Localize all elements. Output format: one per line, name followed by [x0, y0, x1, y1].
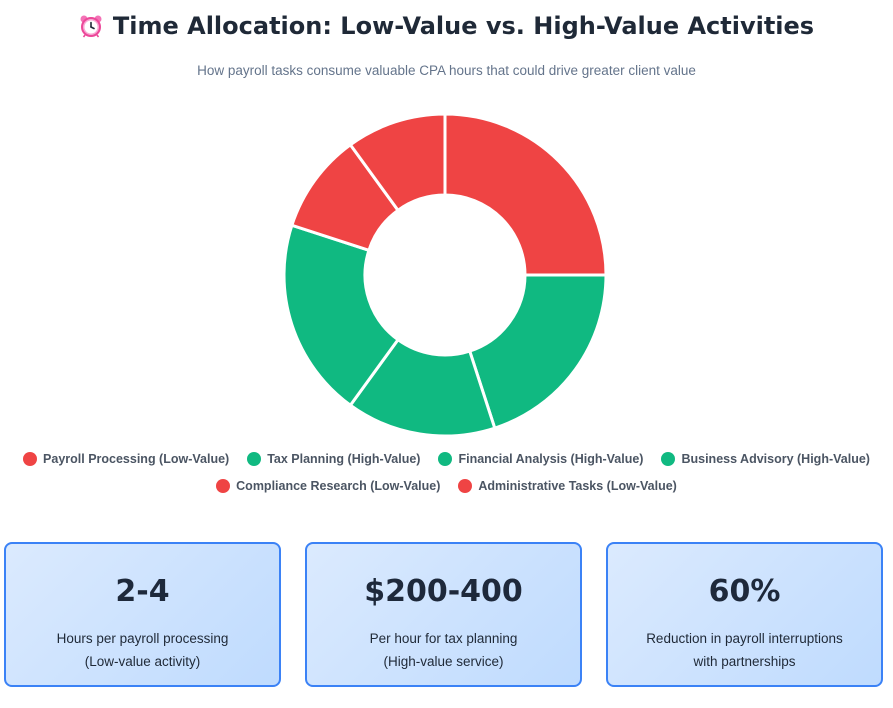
- title-text: Time Allocation: Low-Value vs. High-Valu…: [112, 12, 815, 40]
- stat-label-line: Reduction in payroll interruptions: [646, 631, 843, 646]
- alarm-clock-icon: [79, 14, 103, 44]
- subtitle: How payroll tasks consume valuable CPA h…: [197, 63, 696, 78]
- stat-label-line: Per hour for tax planning: [369, 631, 518, 646]
- stat-value: 60%: [708, 574, 781, 609]
- chart-legend: Payroll Processing (Low-Value) Tax Planni…: [20, 452, 873, 493]
- legend-label: Administrative Tasks (Low-Value): [478, 479, 677, 493]
- stat-label: Hours per payroll processing (Low-value …: [6, 627, 279, 673]
- page-title: Time Allocation: Low-Value vs. High-Valu…: [0, 12, 893, 44]
- donut-slice[interactable]: [282, 223, 401, 408]
- stat-value: 2-4: [115, 574, 170, 609]
- donut-slice[interactable]: [467, 273, 608, 431]
- legend-item[interactable]: Compliance Research (Low-Value): [216, 479, 440, 493]
- stat-cards: 2-4 Hours per payroll processing (Low-va…: [4, 542, 886, 690]
- donut-chart: [282, 112, 608, 438]
- stat-label-line: with partnerships: [693, 654, 796, 669]
- legend-item[interactable]: Financial Analysis (High-Value): [438, 452, 643, 466]
- legend-swatch: [458, 479, 473, 493]
- stat-card-payroll-hours: 2-4 Hours per payroll processing (Low-va…: [4, 542, 281, 687]
- legend-item[interactable]: Business Advisory (High-Value): [661, 452, 870, 466]
- legend-swatch: [247, 452, 262, 466]
- stat-label-line: (High-value service): [383, 654, 504, 669]
- stat-label: Reduction in payroll interruptions with …: [608, 627, 881, 673]
- stat-card-tax-planning-rate: $200-400 Per hour for tax planning (High…: [305, 542, 582, 687]
- legend-swatch: [216, 479, 231, 493]
- legend-label: Financial Analysis (High-Value): [458, 452, 644, 466]
- stat-value: $200-400: [364, 574, 523, 609]
- legend-swatch: [23, 452, 38, 466]
- legend-item[interactable]: Tax Planning (High-Value): [247, 452, 420, 466]
- legend-swatch: [661, 452, 676, 466]
- legend-item[interactable]: Payroll Processing (Low-Value): [23, 452, 229, 466]
- donut-slice[interactable]: [443, 112, 608, 277]
- stat-label: Per hour for tax planning (High-value se…: [307, 627, 580, 673]
- stat-label-line: (Low-value activity): [84, 654, 201, 669]
- legend-label: Tax Planning (High-Value): [267, 452, 421, 466]
- donut-slice[interactable]: [348, 112, 447, 213]
- legend-label: Compliance Research (Low-Value): [236, 479, 441, 493]
- stat-label-line: Hours per payroll processing: [56, 631, 229, 646]
- legend-swatch: [438, 452, 453, 466]
- stat-card-interruption-reduction: 60% Reduction in payroll interruptions w…: [606, 542, 883, 687]
- legend-label: Payroll Processing (Low-Value): [43, 452, 230, 466]
- legend-label: Business Advisory (High-Value): [681, 452, 870, 466]
- legend-item[interactable]: Administrative Tasks (Low-Value): [458, 479, 677, 493]
